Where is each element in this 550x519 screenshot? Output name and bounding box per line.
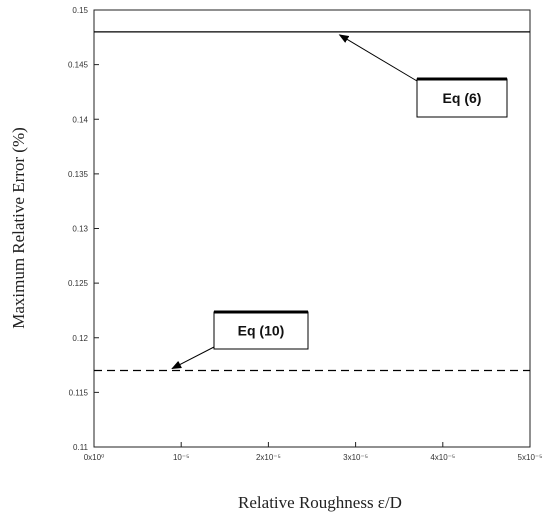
y-tick-label: 0.115 <box>69 388 89 397</box>
annotation-layer: Eq (6) Eq (10) <box>171 34 508 369</box>
y-tick-label: 0.13 <box>72 225 88 234</box>
y-tick-label: 0.15 <box>72 6 88 15</box>
y-tick-label: 0.135 <box>68 170 89 179</box>
y-tick-label: 0.11 <box>73 443 89 452</box>
annotation-label-eq10: Eq (10) <box>238 323 285 339</box>
y-tick-label: 0.12 <box>72 334 88 343</box>
y-tick-label: 0.145 <box>68 61 89 70</box>
plot-area <box>93 9 531 448</box>
x-axis-ticks: 0x10⁰ 10⁻⁵ 2x10⁻⁵ 3x10⁻⁵ 4x10⁻⁵ 5x10⁻⁵ <box>84 442 543 462</box>
x-tick-label: 3x10⁻⁵ <box>343 453 368 462</box>
annotation-label-eq6: Eq (6) <box>443 90 482 106</box>
annotation-arrow-eq10 <box>171 346 215 369</box>
annotation-arrow-eq6 <box>338 34 418 82</box>
x-tick-label: 10⁻⁵ <box>173 453 189 462</box>
y-tick-label: 0.125 <box>68 279 89 288</box>
x-tick-label: 4x10⁻⁵ <box>430 453 455 462</box>
y-tick-label: 0.14 <box>72 115 88 124</box>
y-axis-title: Maximum Relative Error (%) <box>9 127 28 329</box>
x-axis-title: Relative Roughness ε/D <box>238 493 402 512</box>
y-axis-ticks: 0.11 0.115 0.12 0.125 0.13 0.135 0.14 0.145 0.15 <box>68 6 99 452</box>
x-tick-label: 2x10⁻⁵ <box>256 453 281 462</box>
x-tick-label: 0x10⁰ <box>84 453 105 462</box>
series-layer <box>94 31 530 372</box>
annotation-box-eq10 <box>213 311 309 350</box>
x-tick-label: 5x10⁻⁵ <box>518 453 543 462</box>
